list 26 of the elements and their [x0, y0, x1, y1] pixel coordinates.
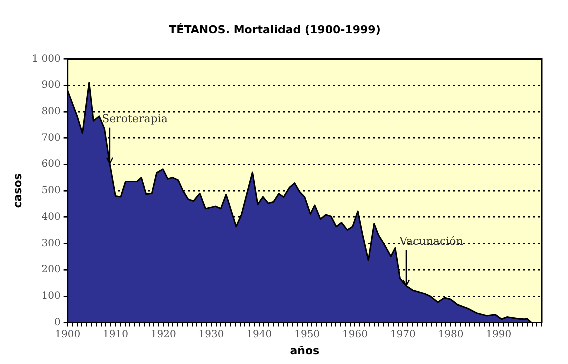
x-tick-label: 1950	[294, 329, 320, 340]
y-tick-label: 800	[42, 106, 61, 118]
x-tick-label: 1900	[55, 329, 81, 340]
x-tick-label: 1970	[390, 329, 416, 340]
x-axis-title: años	[290, 344, 320, 358]
y-tick-label: 600	[42, 159, 61, 170]
y-axis-title: casos	[11, 173, 24, 208]
y-tick-label: 700	[42, 132, 61, 144]
y-tick-label: 100	[42, 291, 61, 302]
y-tick-label: 300	[42, 238, 61, 250]
annotation: Seroterapia	[102, 112, 168, 126]
x-tick-label: 1910	[103, 329, 128, 340]
y-tick-label: 0	[54, 317, 61, 328]
x-tick-label: 1990	[486, 329, 512, 340]
y-tick-label: 500	[42, 186, 61, 197]
y-tick-label: 900	[42, 80, 61, 92]
x-tick-label: 1960	[342, 329, 368, 340]
x-tick-label: 1920	[150, 329, 176, 340]
x-tick-label: 1980	[438, 329, 464, 340]
y-tick-label: 400	[42, 212, 61, 223]
chart-title: TÉTANOS. Mortalidad (1900-1999)	[169, 22, 381, 36]
y-tick-label: 1 000	[32, 54, 61, 65]
y-tick-label: 200	[42, 264, 61, 276]
x-tick-label: 1940	[246, 329, 272, 340]
x-tick-label: 1930	[198, 329, 224, 340]
annotation: Vacunación	[398, 235, 464, 248]
